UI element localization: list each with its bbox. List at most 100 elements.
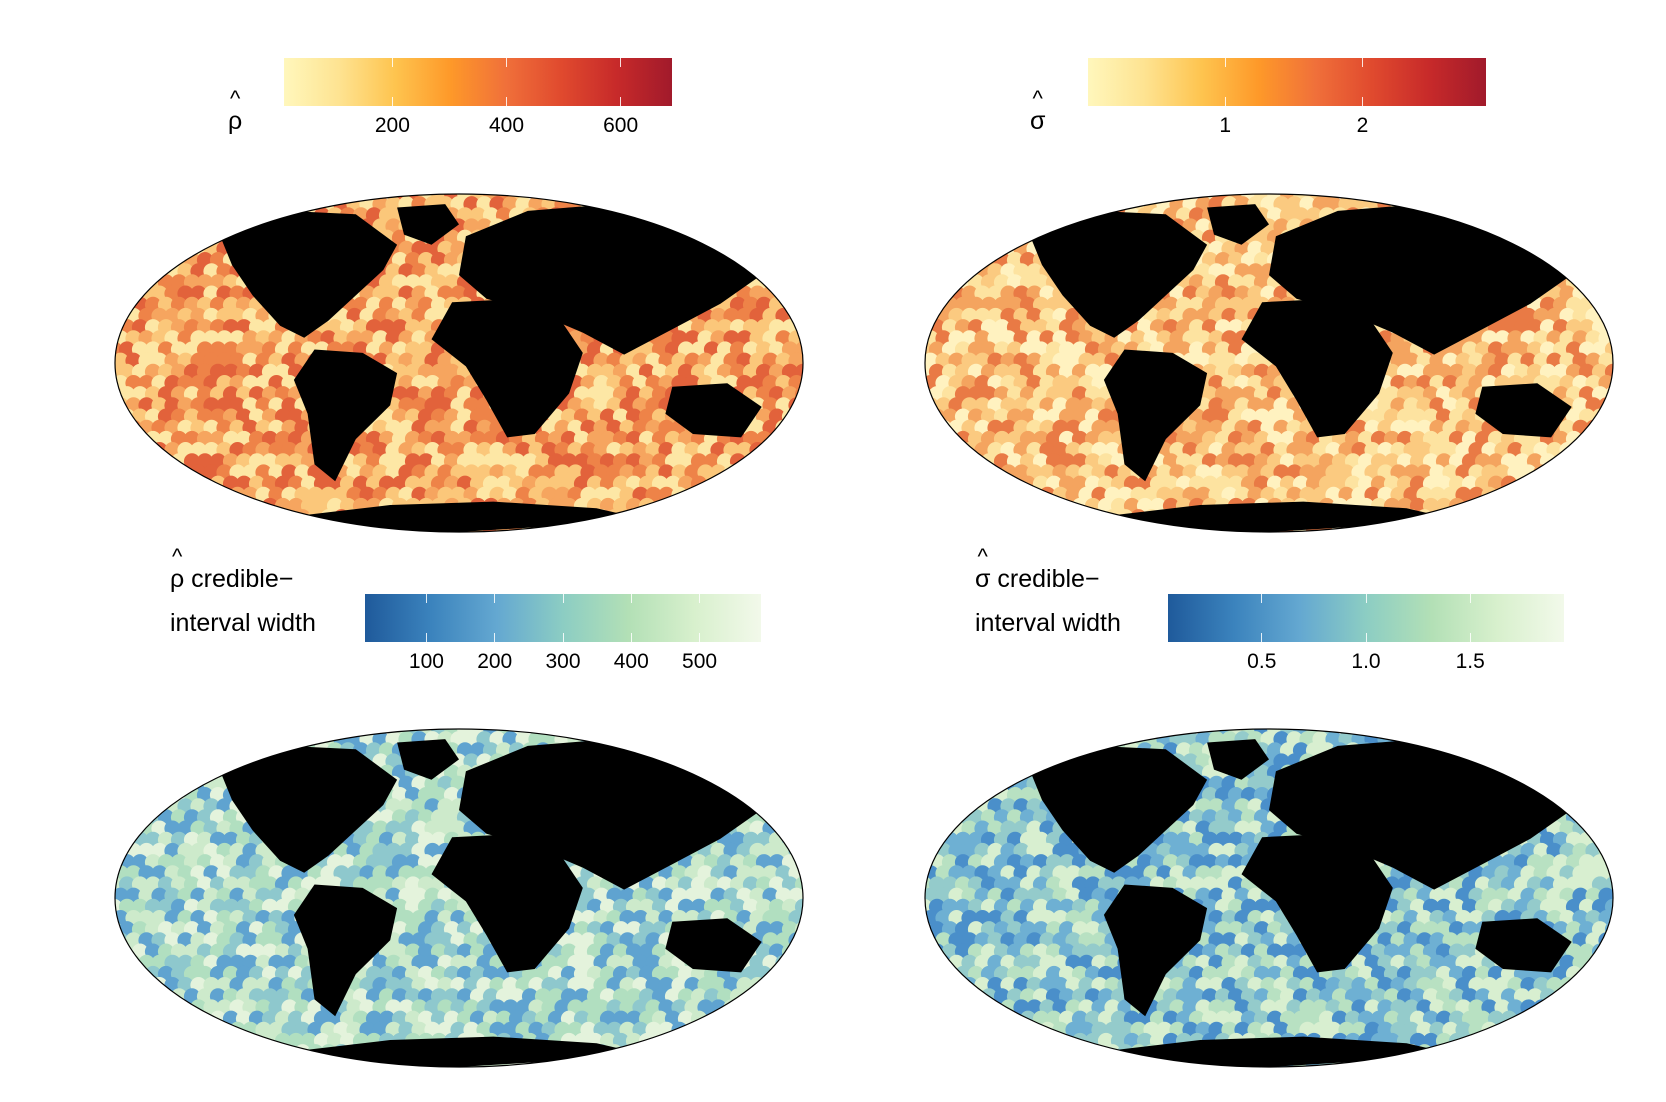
- colorbar-tick-mark: [562, 633, 564, 642]
- map-outline: [924, 193, 1614, 533]
- legend-title-suffix: credible−: [184, 565, 294, 593]
- ocean-cell: [749, 977, 766, 994]
- colorbar-tick-label: 100: [408, 650, 444, 673]
- colorbar-gradient: [1088, 58, 1486, 106]
- legend-symbol: ρ ^: [228, 86, 243, 135]
- landmass: [1207, 204, 1269, 245]
- colorbar-tick-mark: [620, 58, 622, 67]
- colorbar-tick-label: 1: [1219, 114, 1232, 137]
- legend-title: ρ ^ credible− interval width: [170, 544, 316, 638]
- ocean-cell: [935, 419, 952, 436]
- mollweide-map: [924, 193, 1614, 533]
- colorbar-tick-mark: [425, 594, 427, 603]
- ocean-cell: [1591, 943, 1609, 960]
- colorbar-tick-mark: [494, 594, 496, 603]
- ocean-cell: [1591, 408, 1609, 425]
- landmass: [431, 833, 583, 973]
- legend-symbol-hat: ^: [229, 86, 241, 111]
- colorbar-tick-mark: [620, 97, 622, 106]
- ocean-cell: [775, 419, 792, 436]
- colorbar-tick-mark: [1469, 633, 1471, 642]
- legend-title-line1: σ ^ credible−: [975, 544, 1121, 594]
- colorbar-tick-mark: [1361, 58, 1363, 67]
- landmass: [1103, 349, 1208, 482]
- ocean-cell: [781, 408, 799, 425]
- legend-title-line2: interval width: [975, 609, 1121, 637]
- map-outline: [114, 193, 804, 533]
- colorbar-tick-label: 2: [1356, 114, 1369, 137]
- legend-title-suffix: credible−: [990, 565, 1100, 593]
- colorbar-tick-label: 500: [682, 650, 718, 673]
- colorbar-tick-label: 300: [545, 650, 581, 673]
- landmass: [431, 298, 583, 438]
- colorbar-tick-mark: [506, 97, 508, 106]
- landmass: [665, 383, 762, 438]
- ocean-cell: [935, 954, 952, 971]
- legend-symbol: σ ^: [1030, 86, 1046, 135]
- ocean-cell: [710, 464, 727, 481]
- ocean-cell: [125, 419, 142, 436]
- landmass: [459, 737, 769, 890]
- legend-title: ρ ^: [228, 86, 243, 136]
- ocean-cell: [781, 943, 799, 960]
- landmass: [397, 204, 459, 245]
- ocean-cell: [788, 397, 803, 414]
- ocean-cell: [749, 442, 766, 459]
- map-outline: [114, 728, 804, 1068]
- landmass: [293, 884, 398, 1017]
- colorbar-tick-label: 200: [477, 650, 513, 673]
- colorbar-tick-label: 200: [374, 114, 410, 137]
- ocean-cell: [1598, 397, 1613, 414]
- legend-symbol-hat: ^: [1032, 86, 1043, 111]
- landmass: [1241, 298, 1393, 438]
- legend-title-line1: ρ ^: [228, 86, 243, 136]
- colorbar-tick-mark: [1365, 594, 1367, 603]
- legend-title-line2: interval width: [170, 609, 316, 637]
- mollweide-map: [114, 728, 804, 1068]
- colorbar-tick-mark: [699, 594, 701, 603]
- colorbar-tick-mark: [494, 633, 496, 642]
- colorbar-tick-label: 0.5: [1247, 650, 1277, 673]
- colorbar-tick-mark: [1261, 633, 1263, 642]
- landmass: [218, 745, 398, 873]
- colorbar-tick-mark: [1365, 633, 1367, 642]
- colorbar-tick-label: 400: [488, 114, 525, 137]
- ocean-cell: [1559, 442, 1576, 459]
- landmass: [665, 918, 762, 973]
- legend-symbol: σ ^: [975, 544, 991, 593]
- ocean-cell: [775, 954, 792, 971]
- legend-symbol-hat: ^: [171, 544, 183, 569]
- legend-title-line1: ρ ^ credible−: [170, 544, 316, 594]
- legend-symbol-hat: ^: [977, 544, 988, 569]
- colorbar-tick-mark: [1261, 594, 1263, 603]
- ocean-cell: [710, 999, 727, 1016]
- legend-symbol: ρ ^: [170, 544, 185, 593]
- landmass: [1028, 210, 1208, 338]
- ocean-cell: [788, 932, 803, 949]
- colorbar-tick-mark: [1469, 594, 1471, 603]
- colorbar-tick-mark: [391, 97, 393, 106]
- legend-title: σ ^: [1030, 86, 1046, 136]
- colorbar-tick-label: 400: [613, 650, 649, 673]
- colorbar-tick-mark: [1361, 97, 1363, 106]
- mollweide-map: [114, 193, 804, 533]
- colorbar-tick-mark: [630, 594, 632, 603]
- colorbar-tick-mark: [506, 58, 508, 67]
- landmass: [1475, 383, 1572, 438]
- legend-title-line1: σ ^: [1030, 86, 1046, 136]
- landmass: [1269, 202, 1579, 355]
- landmass: [218, 210, 398, 338]
- colorbar-tick-mark: [1224, 97, 1226, 106]
- legend-title: σ ^ credible− interval width: [975, 544, 1121, 638]
- colorbar-tick-mark: [699, 633, 701, 642]
- mollweide-map: [924, 728, 1614, 1068]
- ocean-cell: [1520, 464, 1537, 481]
- colorbar-gradient: [284, 58, 672, 106]
- landmass: [397, 739, 459, 780]
- landmass: [459, 202, 769, 355]
- colorbar-tick-mark: [425, 633, 427, 642]
- colorbar-tick-mark: [1224, 58, 1226, 67]
- landmass: [293, 349, 398, 482]
- colorbar-tick-label: 1.0: [1351, 650, 1381, 673]
- colorbar-tick-label: 600: [603, 114, 639, 137]
